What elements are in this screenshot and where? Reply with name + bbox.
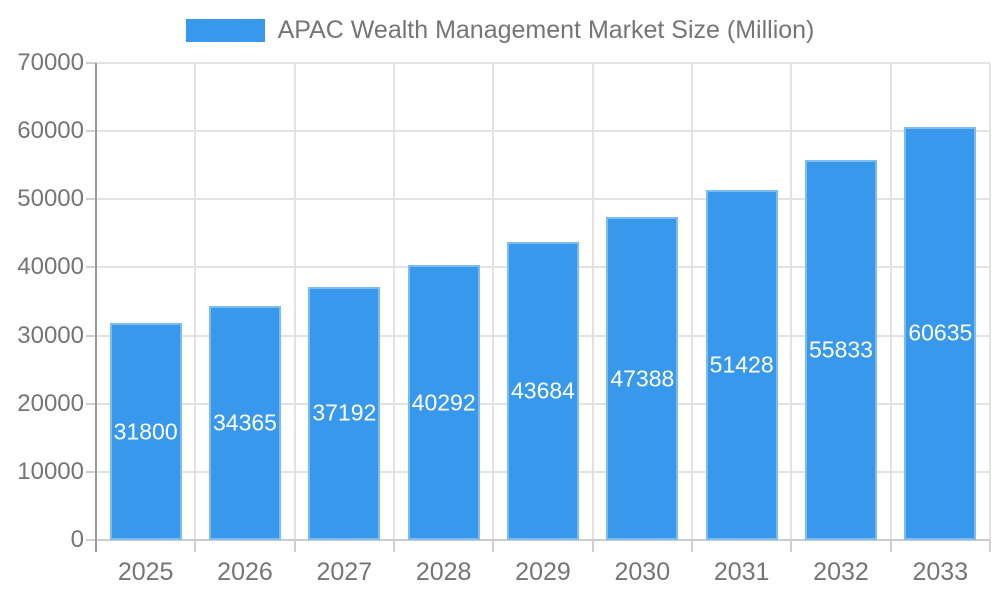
bar-2028 [407,265,480,540]
x-axis-label: 2031 [713,558,770,586]
x-gridline [393,63,395,540]
x-gridline [790,63,793,540]
bar-value-label: 47388 [610,365,675,392]
bar-2032 [805,159,877,540]
bar-2030 [606,217,679,540]
bar-value-label: 31800 [113,418,178,445]
x-axis-tick [393,540,395,552]
x-axis-label: 2025 [117,558,174,586]
legend-swatch-icon [185,19,265,43]
x-axis-label: 2029 [515,558,571,586]
bar-2025 [109,323,182,540]
x-gridline [293,63,296,540]
y-axis-tick-label: 20000 [17,389,84,417]
bar-value-label: 60635 [908,319,973,346]
y-axis-tick-label: 50000 [17,185,84,213]
x-axis-tick [293,540,296,552]
bar-value-label: 34365 [213,409,277,436]
y-axis-tick [86,470,96,473]
y-gridline [96,198,990,201]
legend-label: APAC Wealth Management Market Size (Mill… [277,16,815,44]
y-axis-tick-label: 0 [70,526,84,553]
x-axis-tick [492,540,495,552]
y-axis-tick-label: 10000 [17,457,84,485]
x-axis-tick [889,540,892,552]
bar-value-label: 40292 [411,389,476,416]
y-gridline [96,62,990,64]
x-axis-label: 2028 [415,558,472,586]
y-axis-tick-label: 30000 [17,321,84,349]
y-axis-tick-label: 60000 [17,117,84,145]
bar-2033 [904,126,977,540]
y-axis-tick [86,266,96,269]
y-axis-tick [86,198,96,201]
y-gridline [96,130,990,133]
x-axis-tick [591,540,594,552]
x-axis-label: 2027 [316,558,373,586]
x-gridline [889,63,892,540]
bar-2026 [209,305,281,540]
x-axis-line [96,539,990,541]
y-axis-tick-label: 40000 [17,253,84,281]
x-axis-tick [790,540,793,552]
bar-2031 [705,189,778,540]
x-gridline [492,63,495,540]
bar-value-label: 51428 [709,351,774,378]
chart-legend[interactable]: APAC Wealth Management Market Size (Mill… [0,16,1000,45]
y-axis-tick [86,334,96,337]
bar-value-label: 43684 [511,377,575,404]
x-gridline [691,63,693,540]
x-gridline [989,63,991,540]
x-axis-label: 2030 [614,558,671,586]
x-axis-label: 2026 [217,558,273,586]
bar-value-label: 55833 [809,336,873,363]
x-gridline [194,63,197,540]
y-axis-tick [86,402,96,405]
bar-value-label: 37192 [312,399,377,426]
x-axis-tick [989,540,991,552]
bar-2029 [507,242,579,540]
x-axis-label: 2032 [813,558,869,586]
y-axis-tick-label: 70000 [17,49,84,76]
y-axis-tick [86,539,96,541]
x-axis-label: 2033 [912,558,969,586]
x-axis-tick [691,540,693,552]
y-axis-tick [86,62,96,64]
x-axis-tick [194,540,197,552]
bar-2027 [308,286,381,540]
y-axis-tick [86,130,96,133]
x-gridline [591,63,594,540]
y-axis-line [95,63,97,552]
